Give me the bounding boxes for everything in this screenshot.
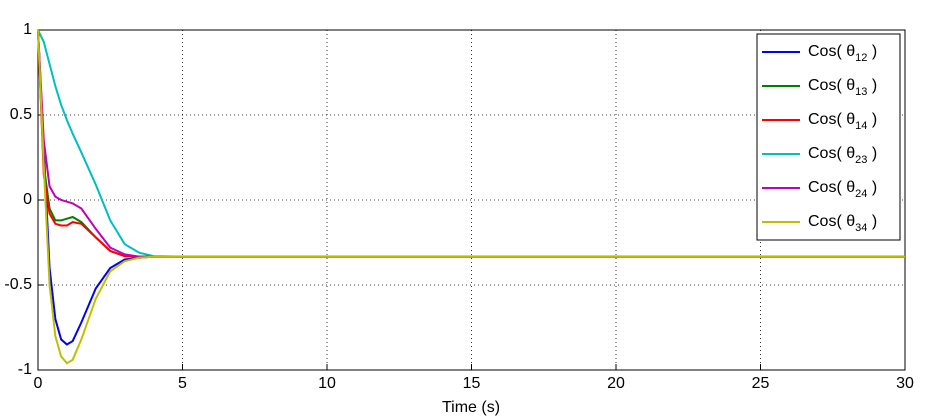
legend-box [756,33,901,241]
y-tick-label: 1 [23,21,32,38]
legend-label: Cos( θ14 ) [808,111,877,132]
legend-label: Cos( θ24 ) [808,179,877,200]
legend-label: Cos( θ23 ) [808,145,877,166]
x-tick-label: 15 [463,375,481,392]
x-tick-label: 20 [607,375,625,392]
y-tick-label: 0.5 [10,106,32,123]
series-line [37,29,905,365]
legend-label: Cos( θ34 ) [808,213,877,234]
x-tick-label: 0 [34,375,43,392]
x-tick-label: 25 [752,375,770,392]
x-axis-label: Time (s) [442,399,500,416]
plot-frame [37,29,906,371]
legend-label: Cos( θ12 ) [808,43,877,64]
y-tick-label: 0 [23,191,32,208]
x-tick-label: 30 [896,375,914,392]
x-tick-label: 10 [318,375,336,392]
x-tick-label: 5 [178,375,187,392]
y-tick-label: -1 [18,361,32,378]
y-tick-label: -0.5 [4,276,32,293]
legend-label: Cos( θ13 ) [808,77,877,98]
